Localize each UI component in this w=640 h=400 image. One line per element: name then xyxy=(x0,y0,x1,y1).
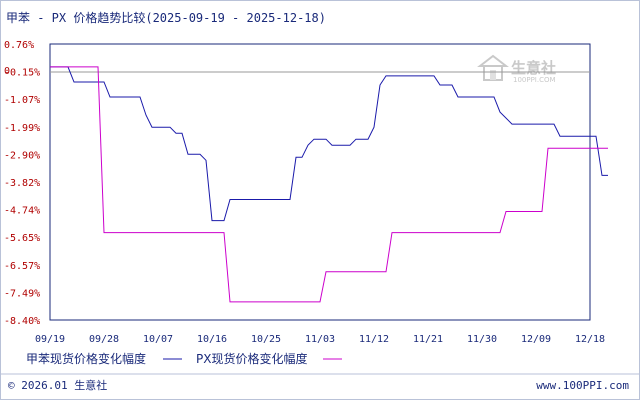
x-tick-label: 11/12 xyxy=(359,334,389,345)
x-tick-label: 11/30 xyxy=(467,334,497,345)
y-tick-label: -2.90% xyxy=(4,150,40,161)
x-tick-label: 11/21 xyxy=(413,334,443,345)
x-tick-label: 12/09 xyxy=(521,334,551,345)
y-axis: 0.76% -0.15% -1.07% -1.99% -2.90% -3.82% -4.74… xyxy=(4,40,40,327)
series-line-toluene xyxy=(50,66,608,222)
y-tick-label: -6.57% xyxy=(4,261,40,272)
watermark-brand: 生意社 xyxy=(511,59,556,77)
x-tick-label: 11/03 xyxy=(305,334,335,345)
x-tick-label: 09/28 xyxy=(89,334,119,345)
footer-site: www.100PPI.com xyxy=(536,379,629,392)
x-tick-label: 10/25 xyxy=(251,334,281,345)
legend: 甲苯现货价格变化幅度 PX现货价格变化幅度 xyxy=(26,351,342,366)
x-tick-label: 12/18 xyxy=(575,334,605,345)
x-tick-label: 10/16 xyxy=(197,334,227,345)
series-lines xyxy=(50,66,608,303)
x-axis: 09/19 09/28 10/07 10/16 10/25 11/03 11/12 11/21… xyxy=(35,334,605,345)
y-tick-label: -7.49% xyxy=(4,288,40,299)
legend-label-px: PX现货价格变化幅度 xyxy=(196,351,307,366)
x-tick-label: 09/19 xyxy=(35,334,65,345)
series-line-px xyxy=(50,66,608,303)
zero-marker: 0 xyxy=(4,66,10,77)
y-tick-label: -0.15% xyxy=(4,68,40,79)
footer-copyright: © 2026.01 生意社 xyxy=(8,378,107,392)
y-tick-label: 0.76% xyxy=(4,40,34,51)
y-tick-label: -5.65% xyxy=(4,233,40,244)
y-tick-label: -1.07% xyxy=(4,95,40,106)
legend-label-toluene: 甲苯现货价格变化幅度 xyxy=(26,351,146,366)
watermark-logo: 生意社 100PPI.COM xyxy=(477,54,556,84)
y-tick-label: -8.40% xyxy=(4,316,40,327)
watermark-url: 100PPI.COM xyxy=(513,76,556,84)
chart-title: 甲苯 - PX 价格趋势比较(2025-09-19 - 2025-12-18) xyxy=(6,10,326,25)
x-tick-label: 10/07 xyxy=(143,334,173,345)
y-tick-label: -4.74% xyxy=(4,206,40,217)
y-tick-label: -1.99% xyxy=(4,123,40,134)
y-tick-label: -3.82% xyxy=(4,178,40,189)
plot-area xyxy=(49,43,591,321)
